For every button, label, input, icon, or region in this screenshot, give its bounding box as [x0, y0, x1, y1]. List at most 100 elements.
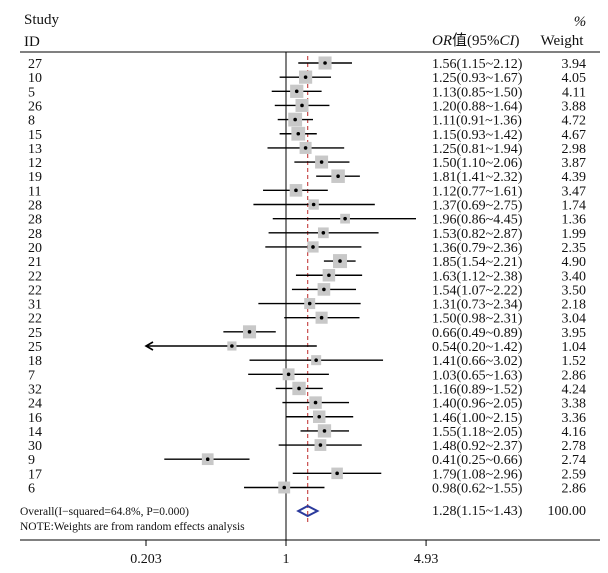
study-row: 25 0.54(0.20~1.42) 1.04 [28, 340, 586, 355]
study-row: 28 1.96(0.86~4.45) 1.36 [28, 213, 586, 228]
overall-ci-text: 1.28(1.15~1.43) [432, 504, 523, 519]
study-ci-text: 1.56(1.15~2.12) [432, 57, 523, 72]
study-weight: 4.67 [562, 128, 587, 143]
study-weight: 1.52 [562, 354, 587, 369]
study-ci-text: 1.96(0.86~4.45) [432, 213, 523, 228]
study-id: 11 [28, 184, 41, 199]
point-estimate [297, 386, 301, 391]
study-row: 28 1.37(0.69~2.75) 1.74 [28, 199, 586, 214]
study-ci-text: 1.15(0.93~1.42) [432, 128, 523, 143]
study-weight: 3.50 [562, 283, 587, 298]
study-row: 9 0.41(0.25~0.66) 2.74 [28, 453, 586, 468]
overall-label: Overall(I−squared=64.8%, P=0.000) [20, 506, 189, 518]
point-estimate [300, 103, 304, 108]
point-estimate [338, 259, 342, 263]
point-estimate [343, 216, 347, 221]
study-ci-text: 1.46(1.00~2.15) [432, 411, 523, 426]
study-id: 6 [28, 482, 35, 497]
study-ci-text: 1.13(0.85~1.50) [432, 85, 523, 100]
study-row: 27 1.56(1.15~2.12) 3.94 [28, 56, 586, 72]
study-id: 17 [28, 467, 42, 482]
study-row: 11 1.12(0.77~1.61) 3.47 [28, 184, 586, 199]
study-ci-text: 1.50(0.98~2.31) [432, 312, 523, 327]
study-weight: 4.24 [562, 382, 587, 397]
point-estimate [247, 330, 252, 334]
ci-arrow [144, 341, 154, 351]
study-id: 12 [28, 156, 42, 171]
study-ci-text: 0.54(0.20~1.42) [432, 340, 523, 355]
point-estimate [296, 131, 301, 136]
point-estimate [307, 301, 312, 306]
study-id: 15 [28, 128, 42, 143]
study-weight: 3.40 [562, 269, 587, 284]
point-estimate [303, 75, 308, 79]
point-estimate [319, 315, 324, 320]
point-estimate [317, 414, 322, 419]
point-estimate [321, 231, 326, 235]
study-ci-text: 1.50(1.10~2.06) [432, 156, 523, 171]
study-row: 31 1.31(0.73~2.34) 2.18 [28, 298, 586, 313]
study-ci-text: 1.25(0.93~1.67) [432, 71, 523, 86]
study-row: 8 1.11(0.91~1.36) 4.72 [28, 112, 586, 129]
study-row: 12 1.50(1.10~2.06) 3.87 [28, 155, 587, 171]
study-ci-text: 1.03(0.65~1.63) [432, 368, 523, 383]
study-row: 6 0.98(0.62~1.55) 2.86 [28, 482, 586, 497]
weights-note: NOTE:Weights are from random effects ana… [20, 521, 245, 533]
study-weight: 3.87 [562, 156, 587, 171]
point-estimate [319, 160, 324, 164]
study-id: 8 [28, 114, 35, 129]
point-estimate [318, 443, 323, 447]
header-or-ci: OR值(95%CI) [432, 32, 520, 49]
study-ci-text: 1.55(1.18~2.05) [432, 425, 523, 440]
point-estimate [335, 471, 339, 476]
study-row: 25 0.66(0.49~0.89) 3.95 [28, 325, 586, 341]
overall-weight: 100.00 [548, 504, 587, 519]
study-id: 31 [28, 298, 42, 313]
point-estimate [282, 485, 287, 490]
study-weight: 2.74 [562, 453, 587, 468]
study-ci-text: 1.31(0.73~2.34) [432, 298, 523, 313]
study-id: 13 [28, 142, 42, 157]
study-weight: 4.16 [562, 425, 587, 440]
study-ci-text: 1.79(1.08~2.96) [432, 467, 523, 482]
study-id: 22 [28, 283, 42, 298]
study-id: 20 [28, 241, 42, 256]
x-tick-label: 4.93 [414, 552, 439, 567]
study-id: 14 [28, 425, 42, 440]
study-id: 9 [28, 453, 35, 468]
study-row: 22 1.54(1.07~2.22) 3.50 [28, 283, 586, 298]
header-weight: Weight [541, 33, 585, 49]
overall-diamond [296, 504, 320, 518]
study-weight: 2.35 [562, 241, 587, 256]
study-id: 21 [28, 255, 42, 270]
study-ci-text: 1.40(0.96~2.05) [432, 397, 523, 412]
point-estimate [294, 89, 299, 94]
study-id: 28 [28, 213, 42, 228]
study-row: 30 1.48(0.92~2.37) 2.78 [28, 439, 586, 454]
study-weight: 3.95 [562, 326, 587, 341]
study-ci-text: 1.41(0.66~3.02) [432, 354, 523, 369]
study-ci-text: 1.25(0.81~1.94) [432, 142, 523, 157]
header-study: Study [24, 12, 60, 28]
point-estimate [230, 344, 234, 348]
study-row: 14 1.55(1.18~2.05) 4.16 [28, 424, 586, 440]
study-row: 32 1.16(0.89~1.52) 4.24 [28, 381, 587, 397]
study-weight: 1.04 [562, 340, 587, 355]
study-weight: 3.88 [562, 99, 587, 114]
point-estimate [311, 245, 315, 249]
point-estimate [322, 429, 327, 433]
study-row: 19 1.81(1.41~2.32) 4.39 [28, 169, 586, 185]
study-id: 32 [28, 382, 42, 397]
study-weight: 2.59 [562, 467, 587, 482]
study-row: 5 1.13(0.85~1.50) 4.11 [28, 84, 586, 100]
study-id: 24 [28, 397, 42, 412]
study-id: 19 [28, 170, 42, 185]
study-row: 10 1.25(0.93~1.67) 4.05 [28, 70, 586, 86]
study-row: 16 1.46(1.00~2.15) 3.36 [28, 410, 586, 426]
study-ci-text: 1.54(1.07~2.22) [432, 283, 523, 298]
point-estimate [303, 146, 308, 150]
point-estimate [336, 174, 340, 178]
point-estimate [313, 400, 318, 405]
study-ci-text: 1.16(0.89~1.52) [432, 382, 523, 397]
study-ci-text: 1.12(0.77~1.61) [432, 184, 523, 199]
